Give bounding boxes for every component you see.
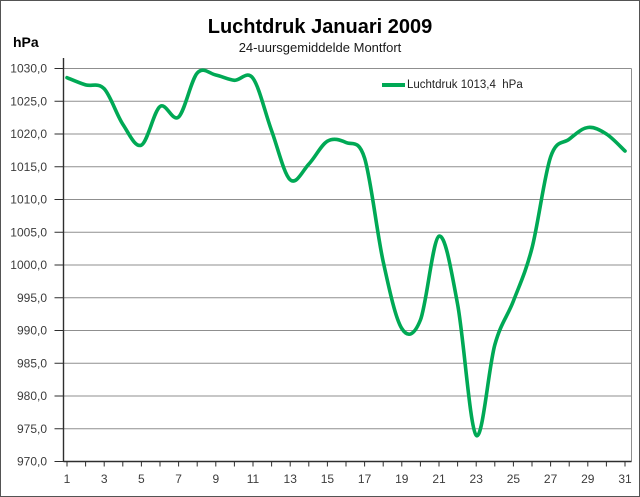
- x-axis-tick-label: 19: [395, 472, 409, 486]
- y-axis-tick-label: 1005,0: [10, 225, 47, 239]
- x-axis-tick-label: 21: [432, 472, 446, 486]
- y-axis-tick-label: 990,0: [17, 324, 47, 338]
- y-axis-tick-label: 1015,0: [10, 160, 47, 174]
- y-axis-tick-label: 985,0: [17, 356, 47, 370]
- y-axis-tick-label: 1020,0: [10, 127, 47, 141]
- x-axis-tick-label: 11: [247, 472, 260, 486]
- x-axis-tick-label: 29: [581, 472, 595, 486]
- y-axis-tick-label: 1030,0: [10, 62, 47, 76]
- chart-subtitle: 24-uursgemiddelde Montfort: [238, 40, 402, 55]
- pressure-line: [65, 68, 627, 438]
- y-axis-tick-label: 1025,0: [10, 94, 47, 108]
- x-axis-tick-label: 31: [618, 472, 632, 486]
- x-axis-tick-label: 27: [544, 472, 558, 486]
- x-axis-tick-label: 1: [64, 472, 71, 486]
- x-axis-tick-label: 7: [175, 472, 182, 486]
- y-axis-tick-label: 980,0: [17, 389, 47, 403]
- x-axis-tick-label: 3: [101, 472, 108, 486]
- x-axis-tick-label: 25: [507, 472, 521, 486]
- x-axis-tick-label: 13: [284, 472, 298, 486]
- y-axis-tick-label: 1000,0: [10, 258, 47, 272]
- x-axis-tick-label: 17: [358, 472, 372, 486]
- x-axis-tick-label: 23: [470, 472, 484, 486]
- x-axis-tick-label: 9: [212, 472, 219, 486]
- x-axis-tick-label: 15: [321, 472, 335, 486]
- legend-label: Luchtdruk 1013,4 hPa: [407, 79, 523, 91]
- y-axis-tick-label: 995,0: [17, 291, 47, 305]
- chart-title: Luchtdruk Januari 2009: [207, 16, 433, 38]
- legend-line-swatch: [382, 83, 405, 87]
- y-axis-tick-label: 975,0: [17, 422, 47, 436]
- y-axis-tick-label: 970,0: [17, 455, 47, 469]
- legend: Luchtdruk 1013,4 hPa: [382, 79, 523, 91]
- y-axis-unit-label: hPa: [13, 34, 39, 50]
- y-axis-tick-label: 1010,0: [10, 193, 47, 207]
- x-axis-tick-label: 5: [138, 472, 145, 486]
